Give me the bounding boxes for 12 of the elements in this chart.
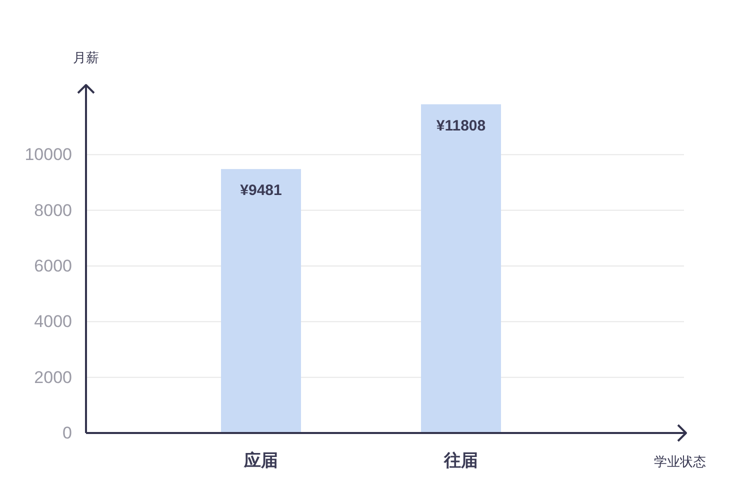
y-tick-label: 2000	[34, 368, 72, 387]
y-tick-label: 10000	[24, 145, 72, 164]
x-axis-title: 学业状态	[654, 454, 706, 469]
y-tick-label: 0	[62, 424, 72, 442]
y-tick-label: 8000	[34, 200, 72, 220]
x-tick-label: 应届	[243, 451, 278, 470]
y-tick-label: 6000	[34, 256, 72, 276]
x-tick-label: 往届	[443, 451, 478, 470]
y-axis-title: 月薪	[73, 50, 99, 65]
data-label: ¥11808	[436, 117, 486, 134]
data-label: ¥9481	[240, 182, 282, 200]
y-tick-label: 4000	[34, 312, 72, 332]
